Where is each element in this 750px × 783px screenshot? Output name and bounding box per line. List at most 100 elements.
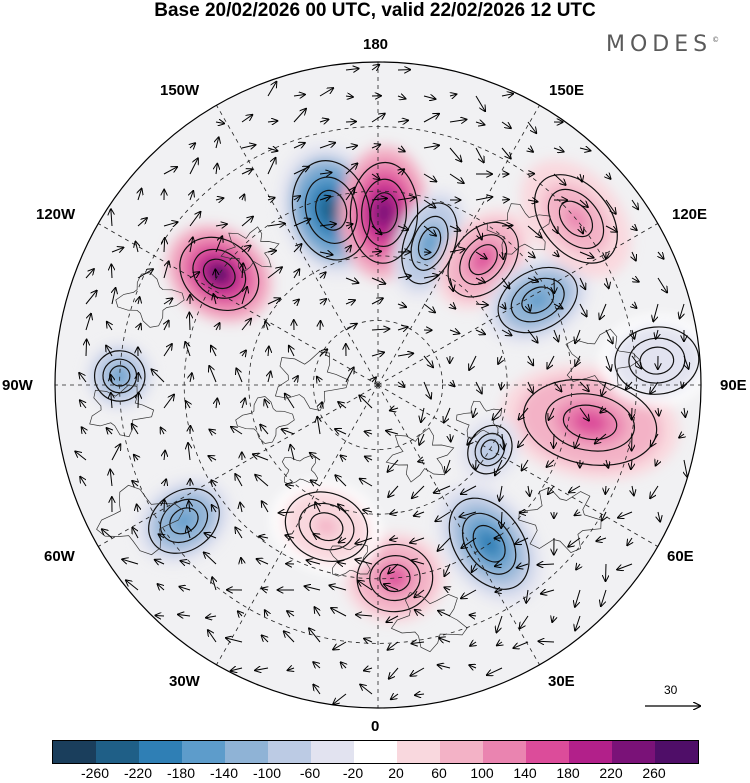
coastline — [220, 226, 280, 274]
wind-arrow — [293, 109, 306, 123]
wind-arrow — [575, 355, 580, 366]
wind-arrow — [601, 589, 607, 606]
wind-arrow — [632, 251, 636, 261]
wind-arrow — [397, 276, 411, 278]
wind-arrow — [423, 96, 435, 99]
colorbar-swatch — [53, 741, 96, 763]
wind-arrow — [85, 269, 94, 279]
wind-arrow — [547, 459, 555, 467]
wind-arrow — [579, 303, 587, 316]
wind-arrow — [470, 642, 476, 646]
wind-arrow — [231, 427, 243, 435]
lon-label-180: 180 — [363, 36, 389, 53]
wind-arrow — [209, 430, 216, 434]
wind-arrow — [554, 252, 559, 256]
wind-arrow — [579, 148, 590, 151]
colorbar-tick-label: 140 — [513, 765, 537, 781]
wind-arrow — [495, 590, 502, 592]
wind-arrow — [132, 528, 139, 539]
wind-arrow — [397, 327, 408, 330]
wind-arrow — [371, 65, 379, 70]
wind-arrow — [450, 382, 455, 386]
wind-arrow — [501, 381, 502, 389]
wind-arrow — [185, 342, 190, 357]
wind-arrow — [469, 355, 477, 370]
wind-arrow — [242, 398, 245, 409]
wind-arrow — [501, 277, 509, 288]
meridian-line — [216, 384, 379, 665]
anomaly-contour — [562, 404, 618, 441]
wind-arrow — [137, 505, 138, 513]
wind-arrow — [575, 329, 581, 343]
wind-arrow — [475, 278, 485, 283]
wind-arrow — [423, 355, 433, 367]
wind-arrow — [528, 303, 530, 311]
wind-arrow — [513, 641, 529, 648]
lon-label-120w: 120W — [36, 206, 76, 223]
wind-arrow — [345, 188, 355, 201]
wind-arrow — [461, 537, 477, 548]
wind-arrow — [502, 251, 503, 259]
wind-arrow — [475, 95, 485, 111]
wind-arrow — [355, 560, 373, 565]
wind-arrow — [397, 148, 405, 151]
wind-arrow — [179, 587, 191, 590]
wind-arrow — [449, 120, 466, 122]
colorbar-tick-label: -100 — [252, 765, 282, 781]
colorbar-swatch — [311, 741, 354, 763]
colorbar-swatch — [96, 741, 139, 763]
wind-arrow — [552, 616, 554, 622]
wind-arrow — [268, 347, 269, 357]
wind-arrow — [438, 611, 451, 617]
wind-arrow — [268, 372, 271, 383]
wind-arrow — [501, 199, 509, 200]
wind-arrow — [360, 479, 373, 487]
wind-arrow — [390, 408, 399, 411]
wind-arrow — [111, 393, 112, 409]
wind-arrow — [181, 561, 191, 564]
anomaly-contour — [379, 564, 411, 593]
anomaly-contour — [202, 258, 236, 290]
wind-arrow — [190, 373, 192, 383]
wind-arrow — [606, 459, 608, 468]
wind-arrow — [85, 314, 91, 331]
wind-arrow — [595, 433, 607, 444]
wind-arrow — [501, 330, 512, 335]
wind-arrow — [111, 209, 112, 227]
wind-arrow — [528, 485, 530, 496]
wind-arrow — [178, 614, 191, 616]
wind-arrow — [238, 611, 242, 616]
wind-arrow — [434, 485, 451, 493]
wind-arrow — [267, 148, 277, 151]
wind-arrow — [419, 433, 424, 445]
wind-arrow — [216, 323, 220, 331]
wind-arrow — [320, 272, 326, 278]
anomaly-contour — [468, 244, 498, 276]
wind-arrow — [449, 173, 464, 183]
wind-arrow — [294, 196, 300, 200]
wind-arrow — [575, 589, 581, 607]
wind-arrow — [496, 615, 503, 632]
wind-arrow — [208, 456, 217, 460]
wind-arrow — [164, 451, 165, 461]
reference-vector-label: 30 — [664, 683, 678, 697]
wind-arrow — [260, 425, 269, 435]
wind-arrow — [329, 585, 347, 591]
wind-arrow — [438, 665, 451, 668]
wind-arrow — [112, 288, 115, 305]
wind-arrow — [602, 511, 606, 521]
wind-arrow — [658, 251, 664, 259]
wind-arrow — [397, 304, 406, 307]
anomaly-contour — [361, 178, 408, 248]
wind-arrow — [632, 226, 637, 230]
wind-arrow — [215, 270, 216, 279]
colorbar-swatch — [268, 741, 311, 763]
wind-arrow — [475, 330, 485, 334]
wind-arrow — [605, 329, 613, 343]
wind-arrow — [189, 272, 199, 279]
wind-arrow — [679, 434, 684, 438]
colorbar-tick-label: 260 — [642, 765, 666, 781]
meridian-line — [377, 384, 540, 665]
anomaly-contour — [545, 393, 636, 452]
wind-arrow — [242, 263, 243, 279]
